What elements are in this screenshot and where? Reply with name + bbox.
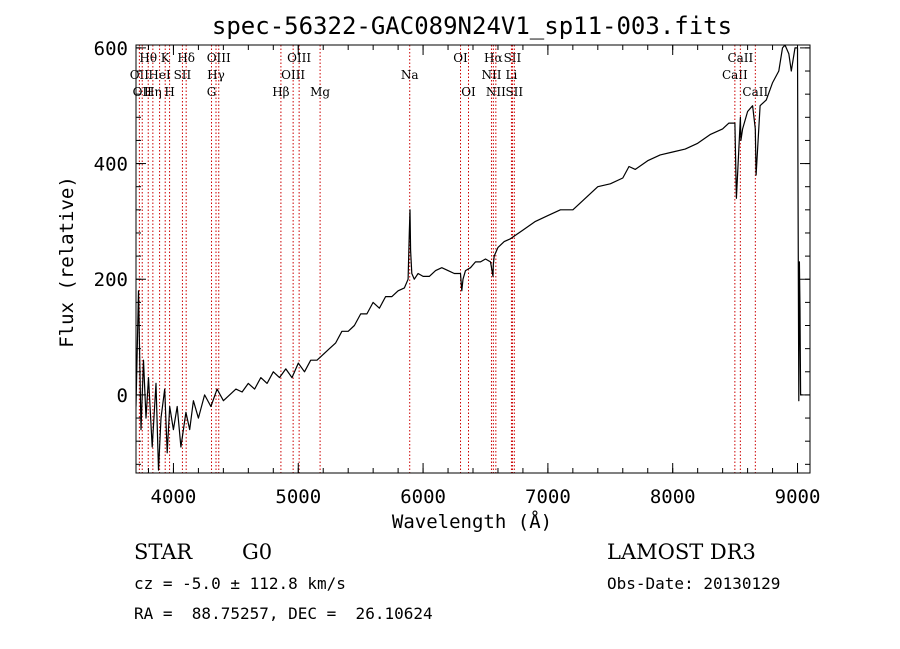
- line-marker-label-13: OIII: [281, 68, 305, 82]
- obs-date-text: Obs-Date: 20130129: [607, 574, 781, 593]
- object-subclass: G0: [242, 540, 273, 564]
- x-axis-title: Wavelength (Å): [392, 510, 552, 533]
- line-marker-label-27: CaII: [742, 85, 768, 99]
- line-marker-label-4: HeI: [148, 68, 171, 82]
- line-marker-label-22: Li: [506, 68, 518, 82]
- line-marker-layer: OIIOIIHθHηHeIKHSIIHδGHγOIIIHβOIIIOIIIMgN…: [130, 45, 768, 473]
- series-layer: [136, 45, 803, 471]
- line-marker-label-7: SII: [174, 68, 192, 82]
- line-marker-label-9: G: [207, 85, 217, 99]
- line-marker-label-12: Hβ: [272, 85, 289, 99]
- x-tick-label-2: 6000: [400, 486, 446, 508]
- line-marker-label-10: Hγ: [207, 68, 225, 82]
- line-marker-label-6: H: [164, 85, 174, 99]
- line-marker-label-23: SII: [504, 51, 522, 65]
- line-marker-label-19: NII: [481, 68, 501, 82]
- y-tick-label-3: 600: [94, 38, 128, 60]
- line-marker-label-18: OI: [461, 85, 476, 99]
- axis-layer: 4000 5000 6000 7000 8000 9000 0 200 400 600: [94, 38, 821, 508]
- line-marker-label-1: OII: [133, 85, 153, 99]
- line-marker-label-2: Hθ: [139, 51, 157, 65]
- chart-title: spec-56322-GAC089N24V1_sp11-003.fits: [212, 12, 732, 40]
- line-marker-label-17: OI: [453, 51, 468, 65]
- object-class: STAR: [134, 540, 193, 564]
- line-marker-label-25: CaII: [722, 68, 748, 82]
- x-tick-label-1: 5000: [275, 486, 321, 508]
- x-tick-label-0: 4000: [151, 486, 197, 508]
- y-tick-label-0: 0: [117, 385, 128, 407]
- coordinates-text: RA = 88.75257, DEC = 26.10624: [134, 604, 433, 623]
- line-marker-label-5: K: [161, 51, 171, 65]
- survey-name: LAMOST DR3: [607, 540, 756, 564]
- line-marker-label-20: Hα: [484, 51, 503, 65]
- plot-frame: [135, 44, 811, 474]
- y-tick-label-2: 400: [94, 154, 128, 176]
- line-marker-label-3: Hη: [144, 85, 162, 99]
- line-marker-label-11: OIII: [207, 51, 231, 65]
- y-axis-title: Flux (relative): [56, 176, 78, 348]
- line-marker-label-26: CaII: [727, 51, 753, 65]
- series-line-0: [136, 45, 803, 471]
- x-tick-label-5: 9000: [775, 486, 821, 508]
- line-marker-label-21: NII: [486, 85, 506, 99]
- line-marker-label-14: OIII: [287, 51, 311, 65]
- line-marker-label-24: SII: [505, 85, 523, 99]
- x-tick-label-4: 8000: [650, 486, 696, 508]
- y-tick-label-1: 200: [94, 269, 128, 291]
- line-marker-label-16: Na: [401, 68, 419, 82]
- line-marker-label-15: Mg: [310, 85, 330, 99]
- x-tick-label-3: 7000: [525, 486, 571, 508]
- line-marker-label-0: OII: [130, 68, 150, 82]
- line-marker-label-8: Hδ: [177, 51, 195, 65]
- redshift-text: cz = -5.0 ± 112.8 km/s: [134, 574, 346, 593]
